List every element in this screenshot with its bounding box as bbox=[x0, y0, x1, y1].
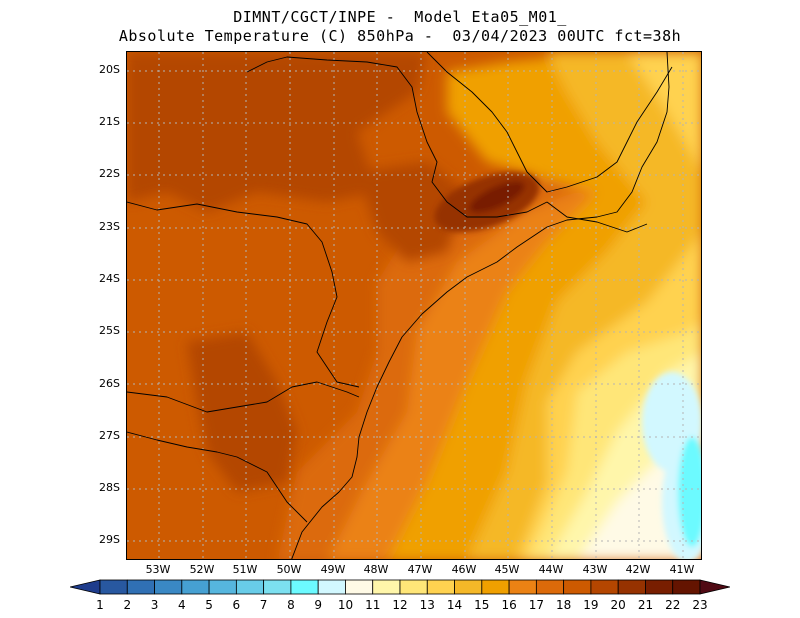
lon-label-41w: 41W bbox=[669, 563, 695, 576]
lat-label-25s: 25S bbox=[99, 324, 120, 337]
state-border-4 bbox=[246, 56, 548, 218]
colorbar-tick-label: 14 bbox=[446, 598, 463, 612]
state-border-2 bbox=[127, 381, 360, 413]
field-inland-20 bbox=[127, 52, 467, 492]
colorbar-tick-label: 2 bbox=[123, 598, 132, 612]
field-east-warm-bands bbox=[277, 52, 701, 559]
colorbar-swatch bbox=[317, 579, 346, 595]
lat-label-29s: 29S bbox=[99, 533, 120, 546]
colorbar-tick-label: 23 bbox=[692, 598, 708, 612]
colorbar-tick-label: 11 bbox=[365, 598, 381, 612]
colorbar-swatch bbox=[508, 579, 537, 595]
lon-label-47w: 47W bbox=[407, 563, 433, 576]
colorbar-tick-label: 17 bbox=[528, 598, 544, 612]
field-20-north bbox=[127, 52, 427, 212]
colorbar-tick-label: 19 bbox=[583, 598, 599, 612]
field-22 bbox=[469, 181, 525, 213]
colorbar-tick-label: 6 bbox=[232, 598, 241, 612]
temperature-map bbox=[126, 51, 702, 560]
coastline bbox=[291, 52, 670, 559]
colorbar-swatch bbox=[263, 579, 292, 595]
lat-label-28s: 28S bbox=[99, 481, 120, 494]
colorbar-swatch bbox=[454, 579, 483, 595]
lon-label-45w: 45W bbox=[494, 563, 520, 576]
colorbar-tick-label: 9 bbox=[314, 598, 322, 612]
colorbar-swatch bbox=[590, 579, 619, 595]
colorbar-swatch bbox=[345, 579, 374, 595]
colorbar-swatch bbox=[126, 579, 155, 595]
colorbar-swatch bbox=[672, 579, 701, 595]
colorbar-swatch bbox=[617, 579, 646, 595]
state-border-6 bbox=[546, 201, 648, 233]
colorbar-tick-label: 21 bbox=[637, 598, 654, 612]
lon-label-51w: 51W bbox=[232, 563, 258, 576]
graticule bbox=[127, 52, 701, 559]
colorbar-tick-label: 13 bbox=[419, 598, 435, 612]
colorbar-tick-label: 8 bbox=[287, 598, 295, 612]
lon-label-44w: 44W bbox=[538, 563, 564, 576]
lon-label-49w: 49W bbox=[320, 563, 346, 576]
state-border-5 bbox=[426, 52, 673, 193]
lat-label-27s: 27S bbox=[99, 429, 120, 442]
colorbar-tick-label: 7 bbox=[259, 598, 268, 612]
colorbar-swatch bbox=[563, 579, 592, 595]
lon-label-53w: 53W bbox=[145, 563, 171, 576]
colorbar-swatch bbox=[154, 579, 183, 595]
lat-label-26s: 26S bbox=[99, 377, 120, 390]
field-hotspot bbox=[434, 171, 540, 233]
colorbar-swatch bbox=[481, 579, 510, 595]
colorbar-swatch bbox=[181, 579, 210, 595]
colorbar-tick-label: 4 bbox=[177, 598, 186, 612]
colorbar-swatch bbox=[399, 579, 428, 595]
lon-label-42w: 42W bbox=[625, 563, 651, 576]
colorbar-swatch bbox=[290, 579, 319, 595]
lon-label-52w: 52W bbox=[189, 563, 215, 576]
colorbar-swatch bbox=[372, 579, 401, 595]
lon-label-43w: 43W bbox=[582, 563, 608, 576]
coastline-and-borders bbox=[127, 52, 673, 559]
colorbar-tick-label: 5 bbox=[205, 598, 213, 612]
colorbar-arrow-right bbox=[699, 579, 730, 595]
colorbar-tick-label: 22 bbox=[665, 598, 681, 612]
temperature-field bbox=[127, 52, 701, 559]
lat-label-23s: 23S bbox=[99, 220, 120, 233]
state-border-1 bbox=[127, 201, 360, 388]
map-title-line2: Absolute Temperature (C) 850hPa - 03/04/… bbox=[118, 27, 682, 45]
lon-label-46w: 46W bbox=[451, 563, 477, 576]
colorbar-tick-label: 1 bbox=[96, 598, 104, 612]
colorbar-tick-label: 10 bbox=[337, 598, 354, 612]
lat-label-20s: 20S bbox=[99, 63, 120, 76]
map-title-line1: DIMNT/CGCT/INPE - Model Eta05_M01_ bbox=[233, 8, 567, 26]
state-border-3 bbox=[127, 431, 308, 523]
colorbar-tick-label: 20 bbox=[610, 598, 626, 612]
colorbar-tick-label: 18 bbox=[555, 598, 572, 612]
colorbar bbox=[70, 579, 730, 595]
colorbar-swatch bbox=[426, 579, 455, 595]
colorbar-tick-label: 15 bbox=[474, 598, 490, 612]
lon-label-50w: 50W bbox=[276, 563, 302, 576]
lon-label-48w: 48W bbox=[363, 563, 389, 576]
field-cold-patches bbox=[642, 372, 701, 559]
lat-label-24s: 24S bbox=[99, 272, 120, 285]
field-9 bbox=[678, 437, 701, 547]
field-20-center bbox=[357, 162, 467, 262]
colorbar-swatch bbox=[235, 579, 265, 595]
colorbar-tick-label: 12 bbox=[392, 598, 408, 612]
colorbar-swatch bbox=[99, 579, 128, 595]
colorbar-arrow-left bbox=[70, 579, 101, 595]
colorbar-swatch bbox=[645, 579, 674, 595]
colorbar-tick-label: 3 bbox=[150, 598, 159, 612]
colorbar-swatch bbox=[208, 579, 237, 595]
colorbar-tick-label: 16 bbox=[501, 598, 517, 612]
colorbar-swatch bbox=[535, 579, 565, 595]
lat-label-21s: 21S bbox=[99, 115, 120, 128]
lat-label-22s: 22S bbox=[99, 167, 120, 180]
